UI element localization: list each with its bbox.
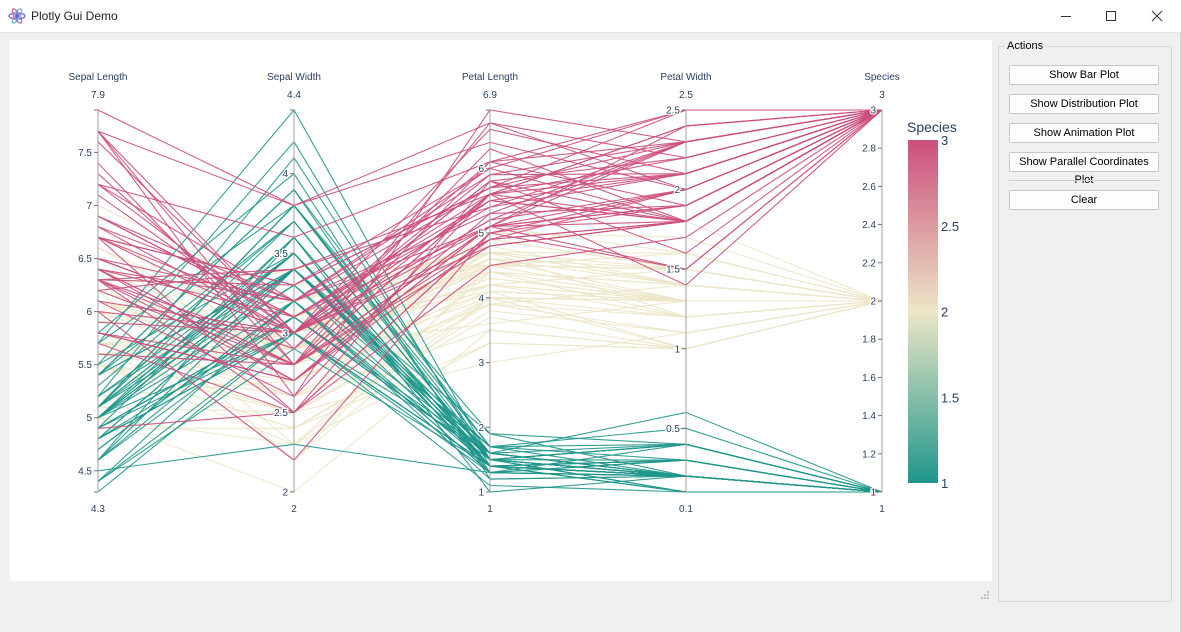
axis-tick-label-5-1: 1	[870, 488, 876, 499]
parallel-coordinates-chart: Sepal Length 7.9 4.3 4.5 5 5.5 6 6.5 7 7.5 Sepal W…	[69, 72, 960, 515]
axis-tick-label-2-4: 3.5	[274, 249, 288, 260]
axis-tick-label-5-9: 2.6	[862, 182, 876, 193]
window-title: Plotly Gui Demo	[31, 9, 118, 23]
axis-tick-label-1-7: 7.5	[78, 148, 92, 159]
axis-tick-label-1-6: 7	[86, 201, 92, 212]
show-distribution-plot-button[interactable]: Show Distribution Plot	[1009, 94, 1159, 114]
axis-tick-label-5-2: 1.2	[862, 449, 876, 460]
axis-title-4: Petal Width	[660, 72, 711, 83]
axis-tick-label-3-1: 1	[478, 488, 484, 499]
axis-tick-label-3-5: 5	[478, 229, 484, 240]
axis-title-3: Petal Length	[462, 72, 518, 83]
colorbar-tick-label-5: 3	[941, 133, 948, 148]
actions-group-label: Actions	[1005, 40, 1046, 52]
axis-range-max-3: 6.9	[483, 90, 497, 101]
axis-tick-label-2-3: 3	[282, 328, 288, 339]
axis-tick-label-4-3: 1.5	[666, 265, 680, 276]
axis-tick-label-5-5: 1.8	[862, 335, 876, 346]
axis-tick-label-2-1: 2	[282, 488, 288, 499]
axis-range-max-5: 3	[879, 90, 885, 101]
colorbar-tick-label-3: 2	[941, 305, 948, 320]
colorbar-scale	[908, 140, 938, 483]
colorbar-tick-label-2: 1.5	[941, 390, 959, 405]
show-bar-plot-button[interactable]: Show Bar Plot	[1009, 65, 1159, 85]
axis-tick-label-4-1: 0.5	[666, 424, 680, 435]
axis-range-min-2: 2	[291, 504, 297, 515]
axis-title-1: Sepal Length	[69, 72, 128, 83]
axis-tick-label-1-1: 4.5	[78, 466, 92, 477]
axis-title-5: Species	[864, 72, 900, 83]
axis-range-max-4: 2.5	[679, 90, 693, 101]
actions-separator	[1009, 180, 1160, 181]
axis-tick-label-4-5: 2.5	[666, 106, 680, 117]
axis-range-min-3: 1	[487, 504, 493, 515]
axis-tick-label-5-3: 1.4	[862, 411, 876, 422]
axis-tick-label-3-3: 3	[478, 358, 484, 369]
axis-range-max-1: 7.9	[91, 90, 105, 101]
clear-button[interactable]: Clear	[1009, 190, 1159, 210]
app-icon	[8, 8, 26, 24]
axis-tick-label-1-4: 6	[86, 307, 92, 318]
close-button[interactable]	[1134, 0, 1180, 32]
axis-tick-label-4-4: 2	[674, 185, 680, 196]
plot-view: Sepal Length 7.9 4.3 4.5 5 5.5 6 6.5 7 7.5 Sepal W…	[10, 40, 992, 581]
title-bar: Plotly Gui Demo	[0, 0, 1181, 33]
axis-tick-label-1-2: 5	[86, 413, 92, 424]
axis-tick-label-1-5: 6.5	[78, 254, 92, 265]
axis-range-min-5: 1	[879, 504, 885, 515]
axis-tick-label-5-8: 2.4	[862, 220, 876, 231]
colorbar-title: Species	[907, 119, 957, 135]
axis-tick-label-3-4: 4	[478, 293, 484, 304]
resize-grip-icon[interactable]	[980, 590, 990, 600]
minimize-icon	[1061, 16, 1071, 17]
actions-group	[998, 46, 1172, 602]
axes-layer: Sepal Length 7.9 4.3 4.5 5 5.5 6 6.5 7 7.5 Sepal W…	[69, 72, 900, 515]
axis-tick-label-5-4: 1.6	[862, 373, 876, 384]
axis-tick-label-1-3: 5.5	[78, 360, 92, 371]
close-icon	[1151, 10, 1163, 22]
axis-title-2: Sepal Width	[267, 72, 321, 83]
colorbar-tick-label-1: 1	[941, 476, 948, 491]
axis-tick-label-2-2: 2.5	[274, 408, 288, 419]
axis-tick-label-5-7: 2.2	[862, 258, 876, 269]
axis-range-max-2: 4.4	[287, 90, 301, 101]
maximize-button[interactable]	[1088, 0, 1134, 32]
axis-tick-label-2-5: 4	[282, 169, 288, 180]
show-parallel-coordinates-plot-button[interactable]: Show Parallel Coordinates Plot	[1009, 152, 1159, 186]
colorbar-tick-label-4: 2.5	[941, 219, 959, 234]
axis-tick-label-5-11: 3	[870, 106, 876, 117]
colorbar: Species 1 1.5 2 2.5 3	[907, 119, 959, 491]
axis-range-min-1: 4.3	[91, 504, 105, 515]
axis-tick-label-3-6: 6	[478, 164, 484, 175]
axis-tick-label-4-2: 1	[674, 344, 680, 355]
maximize-icon	[1106, 11, 1116, 21]
axis-tick-label-3-2: 2	[478, 423, 484, 434]
axis-tick-label-5-6: 2	[870, 297, 876, 308]
show-animation-plot-button[interactable]: Show Animation Plot	[1009, 123, 1159, 143]
minimize-button[interactable]	[1043, 0, 1089, 32]
axis-tick-label-5-10: 2.8	[862, 144, 876, 155]
axis-range-min-4: 0.1	[679, 504, 693, 515]
